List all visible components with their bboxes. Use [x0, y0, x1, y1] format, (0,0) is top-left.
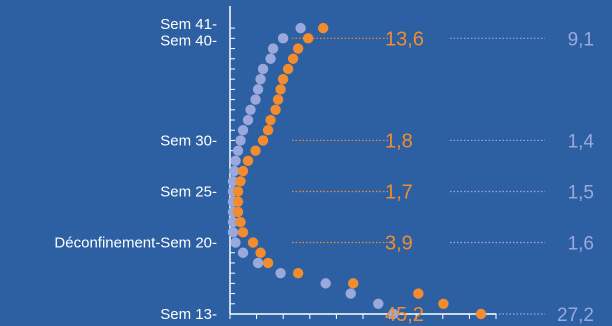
- orange-data-point: [287, 53, 299, 64]
- blue-data-point: [237, 247, 249, 258]
- blue-data-point: [237, 125, 249, 136]
- blue-data-point: [295, 22, 306, 34]
- orange-data-point: [235, 176, 246, 187]
- orange-data-point: [235, 216, 246, 228]
- blue-data-point: [388, 308, 399, 320]
- y-tick-label: Sem 30-: [160, 132, 217, 149]
- y-tick-label: Déconfinement-Sem 20-: [54, 235, 217, 252]
- orange-value-label: 13,6: [385, 28, 424, 50]
- orange-data-point: [282, 63, 294, 75]
- orange-data-point: [262, 257, 274, 269]
- blue-data-point: [252, 257, 264, 269]
- blue-data-point: [255, 73, 266, 85]
- blue-data-point: [229, 165, 240, 177]
- blue-data-point: [250, 94, 261, 105]
- data-points: [227, 22, 487, 320]
- blue-data-point: [232, 145, 244, 156]
- blue-data-point: [245, 104, 256, 116]
- orange-data-point: [262, 125, 274, 136]
- orange-data-point: [232, 186, 244, 197]
- orange-data-point: [237, 227, 249, 238]
- y-tick-label: Sem 13-: [160, 306, 217, 323]
- orange-data-point: [255, 247, 266, 258]
- orange-value-label: 3,9: [385, 233, 413, 255]
- orange-data-point: [475, 308, 487, 320]
- orange-data-point: [265, 114, 276, 126]
- orange-data-point: [272, 94, 284, 105]
- orange-data-point: [247, 237, 259, 248]
- orange-data-point: [438, 298, 449, 309]
- blue-value-label: 9,1: [568, 29, 594, 50]
- blue-data-point: [320, 278, 331, 289]
- blue-data-point: [227, 216, 239, 228]
- orange-data-point: [292, 43, 304, 54]
- blue-data-point: [373, 298, 384, 309]
- blue-data-point: [267, 43, 279, 54]
- blue-data-point: [345, 288, 356, 299]
- orange-data-point: [317, 22, 329, 34]
- blue-data-point: [257, 63, 269, 75]
- orange-value-label: 45,2: [385, 304, 424, 326]
- blue-data-point: [275, 267, 286, 279]
- blue-data-point: [230, 237, 241, 248]
- blue-value-label: 1,4: [568, 131, 595, 152]
- orange-data-point: [237, 165, 249, 177]
- orange-data-point: [232, 196, 244, 207]
- orange-data-point: [250, 145, 261, 156]
- blue-data-point: [242, 114, 254, 126]
- blue-value-label: 1,6: [568, 234, 594, 255]
- orange-data-point: [302, 33, 314, 44]
- orange-data-point: [275, 84, 286, 95]
- y-tick-label: Sem 41-: [160, 16, 217, 33]
- orange-data-point: [232, 206, 244, 218]
- blue-data-point: [265, 53, 276, 64]
- orange-data-point: [277, 73, 289, 85]
- orange-value-label: 1,7: [385, 181, 413, 203]
- orange-value-label: 1,8: [385, 130, 413, 152]
- orange-data-point: [413, 288, 424, 299]
- blue-data-point: [252, 84, 264, 95]
- orange-data-point: [242, 155, 254, 167]
- value-annotations: 13,6 9,1 1,8 1,4 1,7 1,5 3,9 1,6 45,2 27,2: [385, 28, 594, 326]
- blue-data-point: [277, 33, 289, 44]
- blue-value-label: 27,2: [557, 305, 594, 326]
- blue-data-point: [235, 135, 246, 146]
- blue-data-point: [227, 176, 239, 187]
- orange-data-point: [348, 278, 359, 289]
- y-tick-label: Sem 25-: [160, 183, 217, 200]
- orange-data-point: [257, 135, 269, 146]
- y-tick-labels: Sem 41-Sem 40- Sem 30- Sem 25- Déconfinemen…: [54, 16, 217, 323]
- orange-data-point: [292, 267, 304, 279]
- blue-data-point: [230, 155, 241, 167]
- blue-value-label: 1,5: [568, 182, 594, 203]
- orange-data-point: [270, 104, 281, 116]
- chart-axes: [229, 6, 497, 319]
- y-tick-label: Sem 40-: [160, 32, 217, 49]
- dotted-leader-lines: [292, 37, 545, 315]
- blue-data-point: [227, 227, 239, 238]
